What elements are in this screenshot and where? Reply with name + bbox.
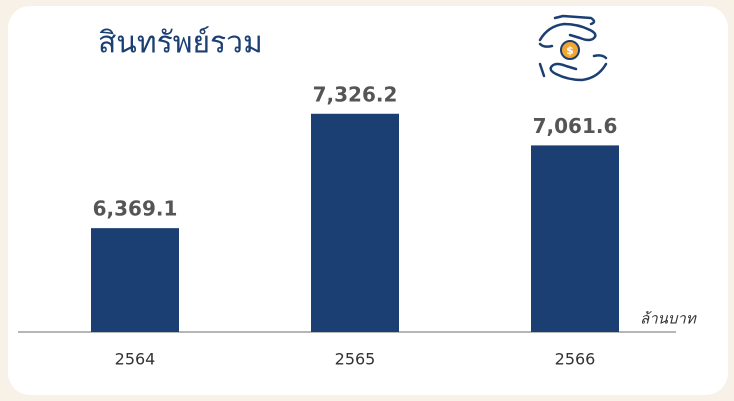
x-tick-label: 2565 (335, 350, 376, 369)
x-tick-label: 2566 (555, 350, 596, 369)
value-label: 6,369.1 (93, 197, 178, 221)
value-label: 7,326.2 (313, 82, 398, 106)
bar (311, 113, 399, 332)
svg-text:$: $ (566, 44, 574, 57)
bar (531, 145, 619, 332)
money-hands-icon: $ (538, 14, 608, 82)
value-label: 7,061.6 (533, 114, 618, 138)
chart-title: สินทรัพย์รวม (98, 26, 263, 61)
unit-label: ล้านบาท (640, 310, 697, 328)
bar (91, 228, 179, 332)
x-tick-label: 2564 (115, 350, 156, 369)
